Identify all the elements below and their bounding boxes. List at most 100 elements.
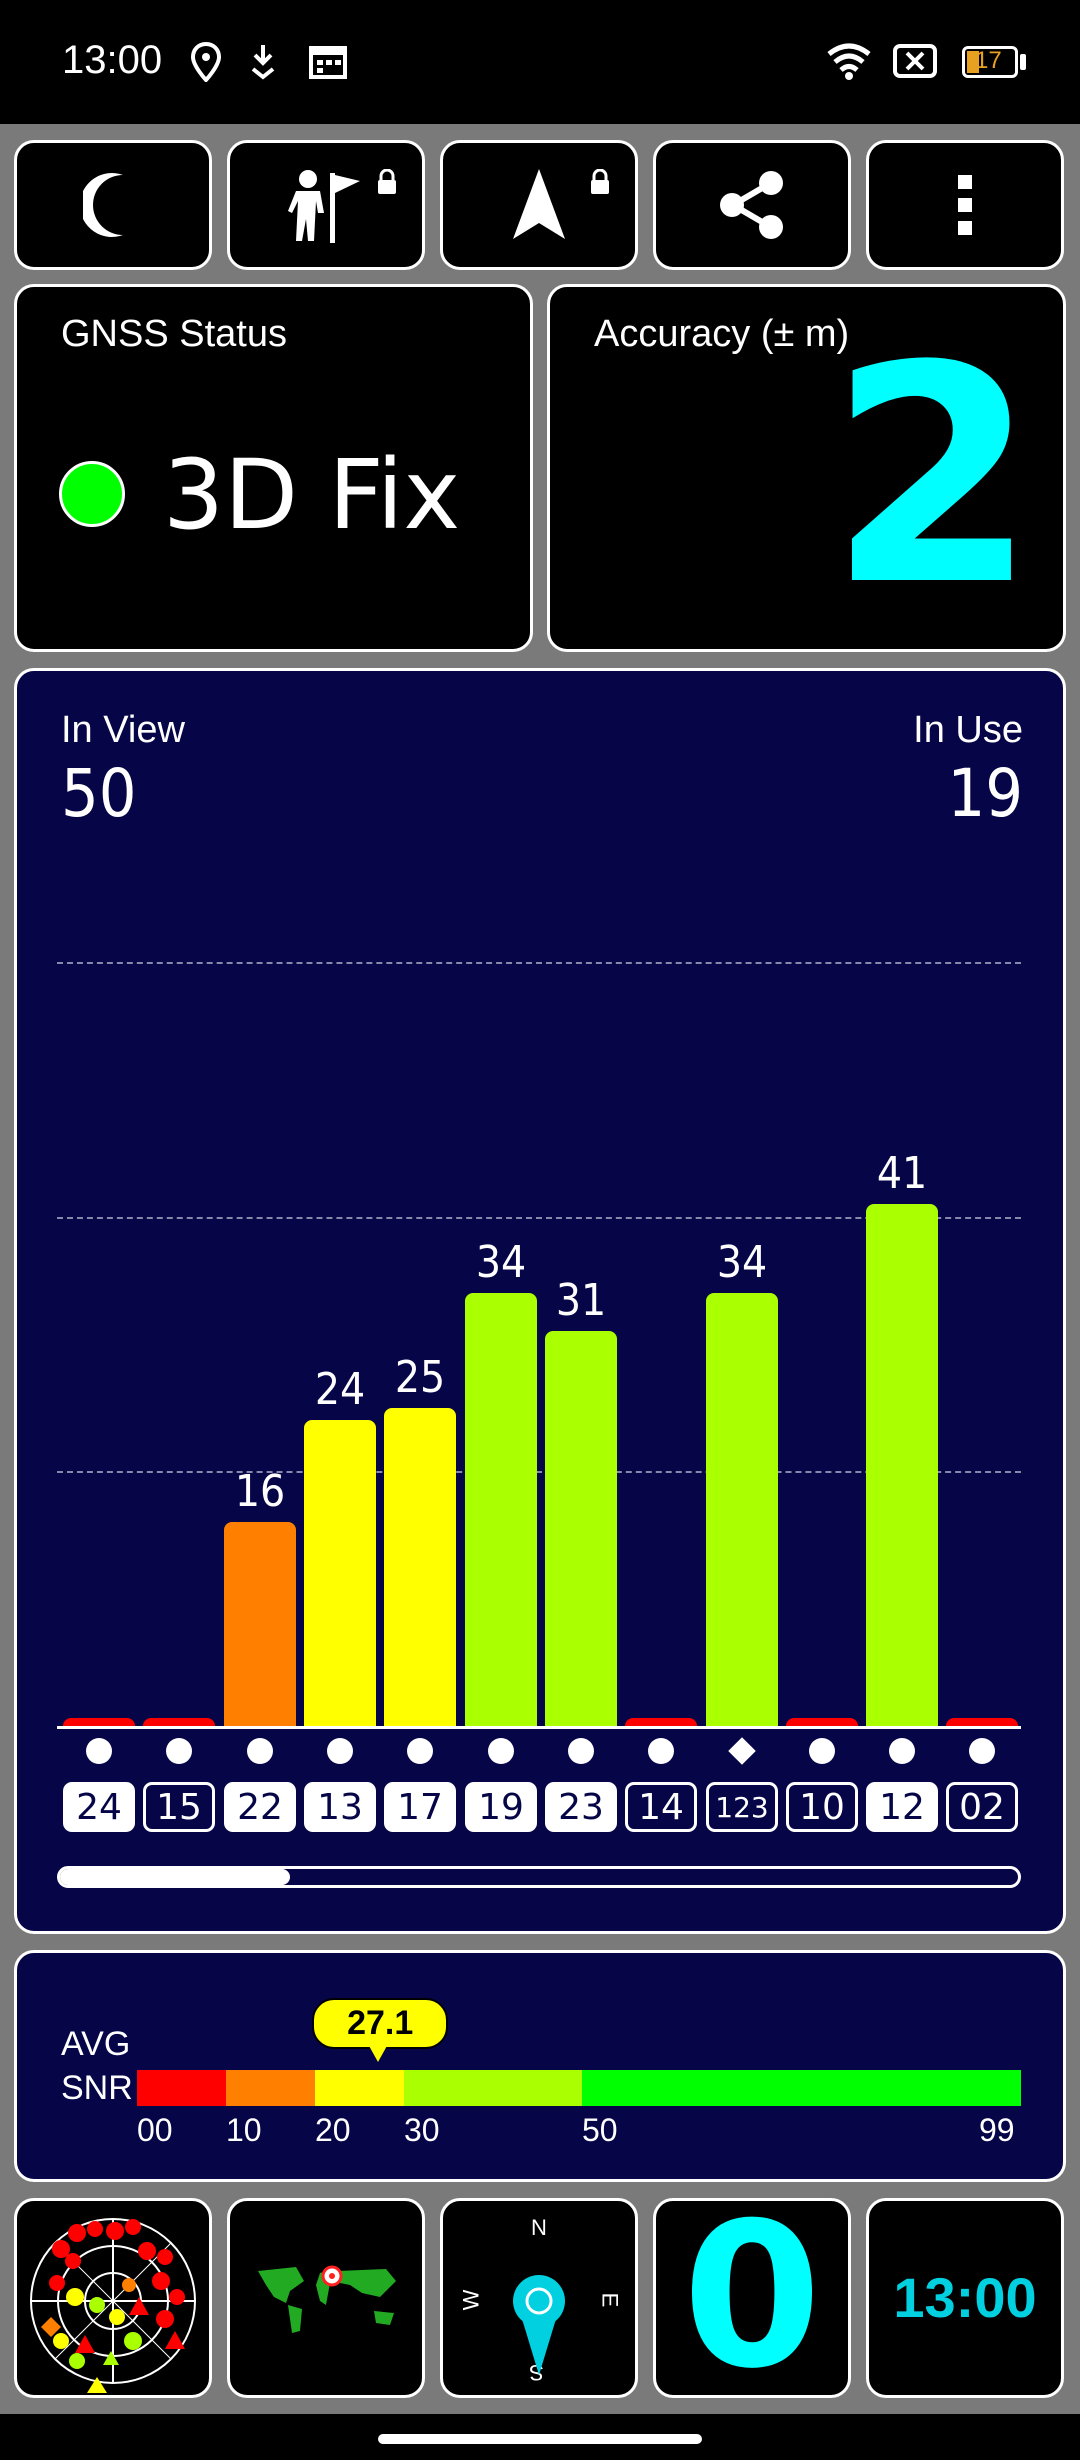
snr-scale-tick: 50 (582, 2112, 618, 2148)
sky-view-tile[interactable] (14, 2198, 212, 2398)
download-icon (251, 45, 275, 80)
snr-bar-label: 24 (314, 1364, 366, 1415)
gnss-status-card[interactable]: GNSS Status 3D Fix (14, 284, 533, 652)
status-bar: 13:00 17 (0, 0, 1080, 124)
snr-scale-tick: 00 (137, 2112, 173, 2148)
snr-bar (63, 1718, 135, 1726)
avg-snr-value: 27.1 (312, 1998, 449, 2049)
snr-bar (545, 1331, 617, 1726)
snr-bar (625, 1718, 697, 1726)
compass-needle-icon (513, 2275, 565, 2375)
constellation-circle-icon (648, 1738, 674, 1764)
satellite-prn[interactable]: 22 (224, 1782, 296, 1832)
constellation-circle-icon (809, 1738, 835, 1764)
speed-tile[interactable]: 0 (653, 2180, 851, 2413)
person-flag-icon (288, 170, 360, 243)
compass-west: W (458, 2289, 484, 2311)
accuracy-title: Accuracy (± m) (594, 313, 850, 355)
navigation-bar (0, 2414, 1080, 2460)
snr-bar-label: 31 (555, 1275, 607, 1326)
grid-line (57, 962, 1021, 964)
constellation-circle-icon (488, 1738, 514, 1764)
constellation-circle-icon (86, 1738, 112, 1764)
snr-bar (304, 1420, 376, 1726)
calendar-icon (309, 46, 347, 79)
sky-plot-icon (30, 2218, 196, 2393)
constellation-circle-icon (166, 1738, 192, 1764)
snr-bar (143, 1718, 215, 1726)
avg-label: AVG (61, 2025, 131, 2063)
accuracy-value: 2 (828, 302, 1037, 651)
no-sim-icon (893, 44, 937, 78)
snr-bar (465, 1293, 537, 1726)
world-map-icon (252, 2265, 402, 2335)
home-indicator[interactable] (378, 2434, 702, 2444)
share-button[interactable] (653, 140, 851, 270)
status-time: 13:00 (62, 38, 163, 82)
satellite-prn[interactable]: 17 (384, 1782, 456, 1832)
speed-value: 0 (682, 2180, 822, 2413)
more-button[interactable] (866, 140, 1064, 270)
snr-bar (384, 1408, 456, 1726)
satellite-prn[interactable]: 14 (625, 1782, 697, 1832)
location-icon (190, 42, 222, 82)
constellation-circle-icon (969, 1738, 995, 1764)
in-view-label: In View (61, 709, 185, 751)
world-map-tile[interactable] (227, 2198, 425, 2398)
battery-icon: 17 (962, 46, 1018, 78)
chart-baseline (57, 1726, 1021, 1729)
snr-scale-segment (137, 2070, 226, 2106)
snr-bar-label: 25 (394, 1352, 446, 1403)
navigation-arrow-icon (513, 169, 565, 239)
in-view-count: 50 (61, 755, 137, 832)
constellation-circle-icon (889, 1738, 915, 1764)
snr-scale-segment (226, 2070, 315, 2106)
snr-label: SNR (61, 2069, 133, 2107)
chart-scrollbar[interactable] (57, 1866, 1021, 1888)
chart-scrollbar-thumb[interactable] (60, 1869, 290, 1885)
snr-bar (224, 1522, 296, 1726)
snr-scale-segment (582, 2070, 1021, 2106)
gnss-status-title: GNSS Status (61, 313, 287, 355)
snr-bar-label: 41 (876, 1148, 928, 1199)
clock-tile[interactable]: 13:00 (866, 2198, 1064, 2398)
satellite-prn[interactable]: 123 (706, 1782, 778, 1832)
accuracy-card[interactable]: Accuracy (± m) 2 (547, 284, 1066, 652)
constellation-circle-icon (327, 1738, 353, 1764)
satellite-prn[interactable]: 19 (465, 1782, 537, 1832)
satellite-prn[interactable]: 13 (304, 1782, 376, 1832)
compass-tile[interactable]: N E S W (440, 2198, 638, 2398)
satellite-prn[interactable]: 12 (866, 1782, 938, 1832)
lock-icon (378, 169, 396, 194)
snr-scale-segment (315, 2070, 404, 2106)
satellite-prn[interactable]: 15 (143, 1782, 215, 1832)
satellite-prn[interactable]: 23 (545, 1782, 617, 1832)
snr-scale-tick: 30 (404, 2112, 440, 2148)
snr-bar-label: 34 (716, 1237, 768, 1288)
satellite-prn[interactable]: 10 (786, 1782, 858, 1832)
checkpoint-button[interactable] (227, 140, 425, 270)
fix-indicator (59, 461, 125, 527)
snr-bar-label: 16 (234, 1466, 286, 1517)
lock-icon (591, 169, 609, 194)
wifi-icon (827, 43, 871, 80)
avg-snr-card[interactable]: AVG SNR (14, 1950, 1066, 2182)
satellite-prn[interactable]: 02 (946, 1782, 1018, 1832)
snr-scale-tick: 99 (979, 2112, 1015, 2148)
fix-status: 3D Fix (163, 439, 461, 551)
avg-snr-pointer: 27.1 (312, 1998, 449, 2062)
share-icon (720, 171, 783, 239)
in-use-label: In Use (913, 709, 1023, 751)
constellation-circle-icon (407, 1738, 433, 1764)
moon-icon (83, 173, 123, 237)
compass-north: N (531, 2215, 547, 2240)
grid-line (57, 1217, 1021, 1219)
snr-bar-label: 34 (475, 1237, 527, 1288)
snr-bar (866, 1204, 938, 1726)
satellite-prn[interactable]: 24 (63, 1782, 135, 1832)
constellation-circle-icon (247, 1738, 273, 1764)
snr-scale-tick: 10 (226, 2112, 262, 2148)
night-mode-button[interactable] (14, 140, 212, 270)
navigate-button[interactable] (440, 140, 638, 270)
snr-scale-segment (404, 2070, 582, 2106)
